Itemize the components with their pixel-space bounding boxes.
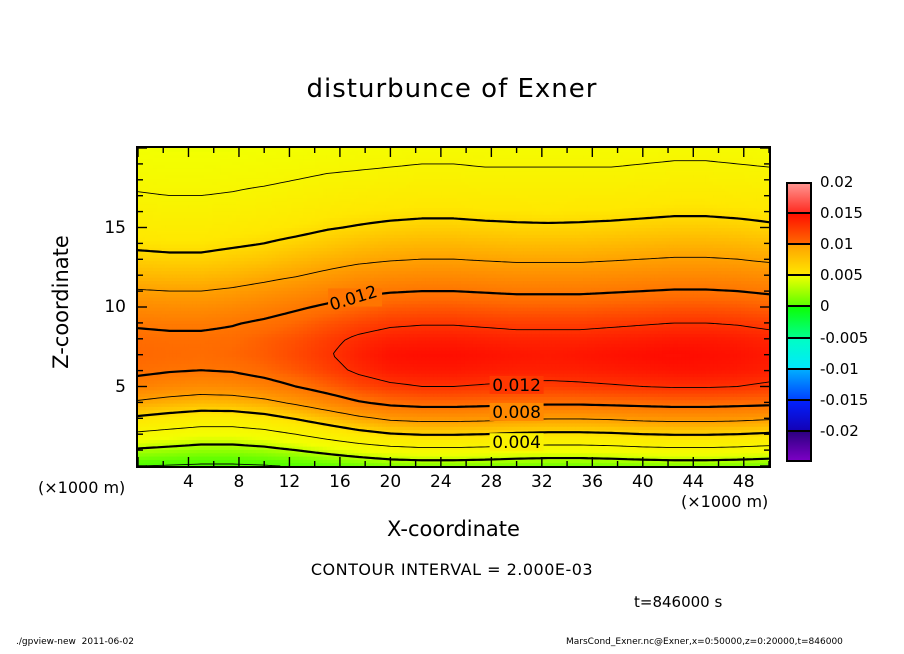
contour-label-backing: [489, 375, 544, 394]
x-tick-label: 8: [233, 472, 245, 492]
footer-source-label: MarsCond_Exner.nc@Exner,x=0:50000,z=0:20…: [566, 637, 843, 647]
colorbar-band-divider: [786, 305, 812, 308]
axis-tick-marks: [138, 148, 769, 466]
contour-label-backing: [328, 288, 383, 307]
x-tick-label: 28: [480, 472, 503, 492]
colorbar-tick-label: -0.015: [820, 390, 869, 409]
x-tick-label: 4: [183, 472, 194, 492]
y-axis-unit-label: (×1000 m): [38, 478, 126, 497]
colorbar-tick-label: 0.02: [820, 173, 854, 191]
colorbar-band: [786, 430, 812, 462]
contour-value-label: 0.012: [492, 376, 541, 396]
y-tick-label: 10: [104, 297, 126, 317]
x-tick-label: 44: [682, 472, 705, 492]
contour-plot-area: 0.012 0.012 0.008 0.004: [136, 146, 771, 468]
colorbar-band-divider: [786, 336, 812, 339]
colorbar-band-divider: [786, 398, 812, 401]
x-tick-label: 48: [732, 472, 755, 492]
colorbar-band-divider: [786, 243, 812, 246]
y-tick-label: 5: [115, 376, 126, 397]
colorbar-band: [786, 306, 812, 338]
colorbar-band: [786, 182, 812, 214]
colorbar-band-divider: [786, 274, 812, 277]
colorbar-border: [786, 182, 812, 462]
colorbar-band-divider: [786, 212, 812, 215]
x-tick-label: 20: [379, 472, 402, 492]
contour-line: [138, 160, 769, 449]
y-tick-label: 15: [104, 217, 126, 238]
colorbar-band: [786, 244, 812, 276]
colorbar-band: [786, 368, 812, 400]
contour-value-label: 0.004: [492, 433, 541, 453]
page-title: disturbunce of Exner: [306, 74, 598, 104]
x-tick-label: 40: [631, 472, 654, 492]
colorbar-band: [786, 213, 812, 245]
x-tick-label: 36: [581, 472, 604, 492]
contour-fill-layer: [138, 148, 769, 466]
contour-label-backing: [489, 433, 544, 452]
x-tick-label: 12: [278, 472, 301, 492]
colorbar-band: [786, 275, 812, 307]
time-label: t=846000 s: [634, 593, 723, 611]
footer-command-label: ./gpview-new 2011-06-02: [16, 637, 134, 647]
colorbar-band: [786, 399, 812, 431]
contour-interval-label: CONTOUR INTERVAL = 2.000E-03: [310, 560, 594, 579]
colorbar: [786, 182, 812, 462]
y-axis-title: Z-coordinate: [49, 235, 73, 369]
colorbar-tick-label: -0.005: [820, 328, 869, 347]
contour-value-label: 0.008: [492, 403, 541, 423]
x-axis-title: X-coordinate: [387, 517, 520, 541]
contour-line: [138, 215, 769, 436]
colorbar-band-divider: [786, 429, 812, 432]
colorbar-tick-label: 0: [820, 297, 830, 316]
x-tick-label: 16: [329, 472, 351, 492]
x-axis-unit-label: (×1000 m): [681, 492, 769, 511]
colorbar-tick-label: 0.015: [820, 204, 863, 223]
colorbar-band-divider: [786, 367, 812, 370]
colorbar-tick-label: -0.02: [820, 421, 859, 440]
contour-label-backing: [489, 402, 544, 421]
colorbar-band: [786, 337, 812, 369]
colorbar-tick-label: 0.005: [820, 266, 863, 285]
x-tick-label: 24: [430, 472, 452, 492]
x-tick-label: 32: [531, 472, 553, 492]
colorbar-tick-label: 0.01: [820, 235, 854, 254]
contour-line: [138, 256, 769, 423]
colorbar-tick-label: -0.01: [820, 359, 859, 378]
